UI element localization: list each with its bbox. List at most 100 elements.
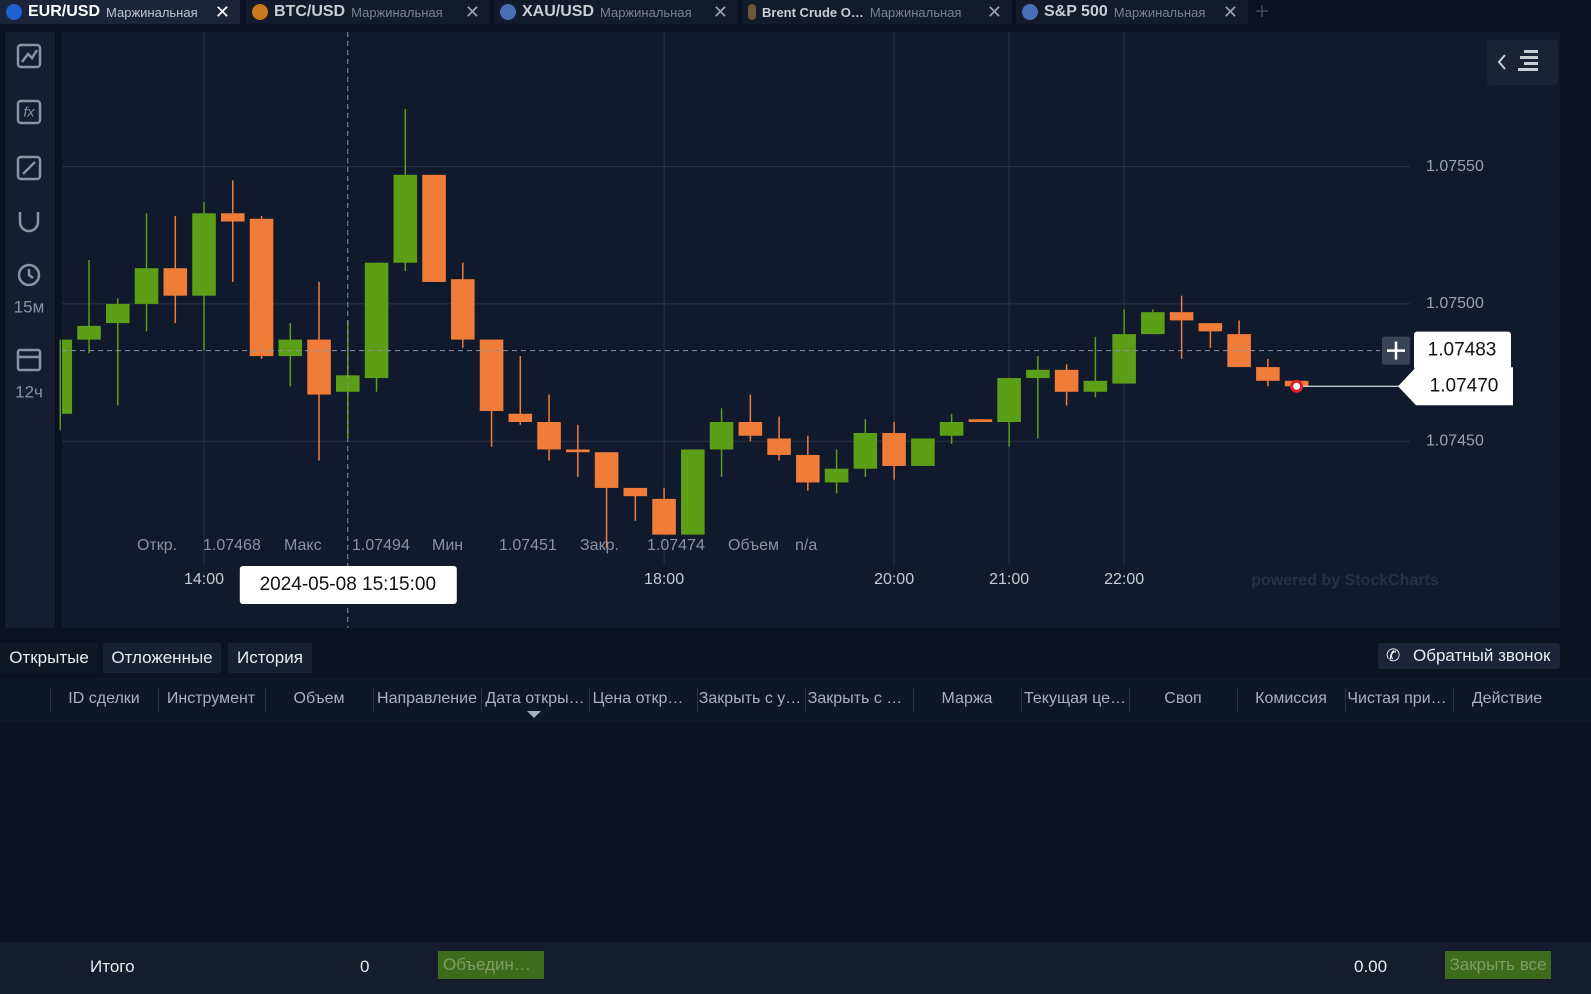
list-icon xyxy=(1518,50,1538,71)
candle-body xyxy=(997,378,1021,423)
column-separator xyxy=(158,688,159,712)
tab[interactable]: EUR/USD Маржинальная ✕ xyxy=(0,0,240,24)
candle-body xyxy=(508,413,533,423)
tab[interactable]: S&P 500 Маржинальная ✕ xyxy=(1016,0,1248,24)
tab[interactable]: BTC/USD Маржинальная ✕ xyxy=(246,0,490,24)
x-tick-label: 18:00 xyxy=(644,571,684,588)
column-separator xyxy=(1021,688,1022,712)
candle-body xyxy=(163,268,188,296)
crosshair-time-box xyxy=(239,566,457,604)
last-price-label: 1.07470 xyxy=(1430,375,1499,396)
column-separator xyxy=(1345,688,1346,712)
column-separator xyxy=(589,688,590,712)
x-tick-label: 14:00 xyxy=(184,571,224,588)
callback-button[interactable]: ✆ Обратный звонок xyxy=(1378,643,1560,669)
column-header[interactable]: Направление xyxy=(377,690,477,707)
candle-body xyxy=(566,449,590,453)
candle-body xyxy=(796,454,820,483)
sort-arrow xyxy=(527,711,541,718)
info-value: 1.07451 xyxy=(499,537,557,554)
column-header[interactable]: Инструмент xyxy=(166,690,256,707)
y-tick-label: 1.07550 xyxy=(1426,158,1484,175)
column-separator xyxy=(50,688,51,712)
crosshair-price: 1.07483 xyxy=(1428,340,1497,361)
positions-tab[interactable]: История xyxy=(228,643,312,673)
column-header[interactable]: Чистая при… xyxy=(1347,690,1447,707)
column-header[interactable]: ID сделки xyxy=(68,690,140,707)
last-price-dot xyxy=(1290,379,1304,393)
column-separator xyxy=(697,688,698,712)
tab-kind: Маржинальная xyxy=(600,4,692,20)
last-price-box xyxy=(1398,367,1513,406)
candle-body xyxy=(1227,334,1251,368)
column-separator xyxy=(481,688,482,712)
chart: fx 15м 12ч 1.07450 1.07500 1.07550 14:00 18:… xyxy=(5,32,1560,628)
merge-button[interactable]: Объедин… xyxy=(438,951,544,979)
column-header[interactable]: Закрыть с у… xyxy=(698,690,802,707)
candle-body xyxy=(738,422,763,436)
crosshair-price-box xyxy=(1414,331,1511,370)
candle-body xyxy=(221,213,245,222)
ohlc-info: Откр. 1.07468 Макс 1.07494 Мин 1.07451 З… xyxy=(137,537,817,554)
candle-body xyxy=(537,422,561,450)
candle-body xyxy=(824,468,849,483)
tab-symbol: BTC/USD xyxy=(274,3,346,20)
positions-tab[interactable]: Отложенные xyxy=(103,643,221,673)
tab-symbol: XAU/USD xyxy=(522,3,595,20)
candle-body xyxy=(968,419,993,423)
tab[interactable]: XAU/USD Маржинальная ✕ xyxy=(494,0,738,24)
callback-label: Обратный звонок xyxy=(1412,646,1551,665)
total-volume: 0 xyxy=(360,957,370,976)
tab-kind: Маржинальная xyxy=(869,4,962,20)
column-header[interactable]: Текущая це… xyxy=(1023,690,1127,707)
info-label: Объем xyxy=(728,537,779,554)
tab-kind: Маржинальная xyxy=(106,4,198,20)
tab-symbol: EUR/USD xyxy=(28,3,101,20)
column-header[interactable]: Закрыть с … xyxy=(807,690,903,707)
x-tick-label: 20:00 xyxy=(874,571,914,588)
tab[interactable]: Brent Crude O… Маржинальная ✕ xyxy=(742,0,1012,24)
close-all-button[interactable]: Закрыть все xyxy=(1445,951,1551,979)
table-footer: Итого 0 Объедин… 0.00 Закрыть все xyxy=(0,942,1591,994)
panel-toggle[interactable] xyxy=(1487,40,1558,85)
column-separator xyxy=(265,688,266,712)
candle-body xyxy=(911,438,935,466)
column-separator xyxy=(1453,688,1454,712)
crosshair-time: 2024-05-08 15:15:00 xyxy=(260,574,436,595)
candle-body xyxy=(105,303,130,324)
tab-kind: Маржинальная xyxy=(351,4,443,20)
plus-icon xyxy=(1387,341,1405,360)
column-separator xyxy=(1129,688,1130,712)
candle-body xyxy=(1198,323,1223,332)
info-label: Закр. xyxy=(580,537,619,554)
candle-body xyxy=(134,268,159,304)
candle-body xyxy=(1026,369,1050,379)
x-tick-label: 22:00 xyxy=(1104,571,1144,588)
add-tab[interactable]: + xyxy=(1255,0,1270,25)
column-separator xyxy=(1237,688,1238,712)
column-header[interactable]: Объем xyxy=(293,690,345,707)
column-header[interactable]: Своп xyxy=(1164,690,1202,707)
column-header[interactable]: Действие xyxy=(1471,690,1543,707)
candle-body xyxy=(393,174,418,263)
column-header[interactable]: Комиссия xyxy=(1255,690,1327,707)
candle-body xyxy=(77,325,101,340)
x-tick-label: 21:00 xyxy=(989,571,1029,588)
candle-body xyxy=(479,339,504,412)
column-header[interactable]: Маржа xyxy=(941,690,993,707)
candle-body xyxy=(853,432,878,469)
candle-body xyxy=(364,262,389,379)
timeframe[interactable]: 15м xyxy=(14,297,45,316)
positions-tab[interactable]: Открытые xyxy=(0,643,98,673)
watermark: powered by StockCharts xyxy=(1251,572,1439,589)
total-profit: 0.00 xyxy=(1354,957,1388,976)
plot-bg xyxy=(62,32,1560,628)
range[interactable]: 12ч xyxy=(15,382,43,401)
candle-body xyxy=(1169,312,1194,321)
info-value: 1.07468 xyxy=(203,537,261,554)
candle-body xyxy=(1141,312,1165,335)
info-label: Откр. xyxy=(137,537,177,554)
column-header[interactable]: Дата откры… xyxy=(485,690,585,707)
candle-body xyxy=(249,218,274,357)
column-header[interactable]: Цена откр… xyxy=(592,690,684,707)
